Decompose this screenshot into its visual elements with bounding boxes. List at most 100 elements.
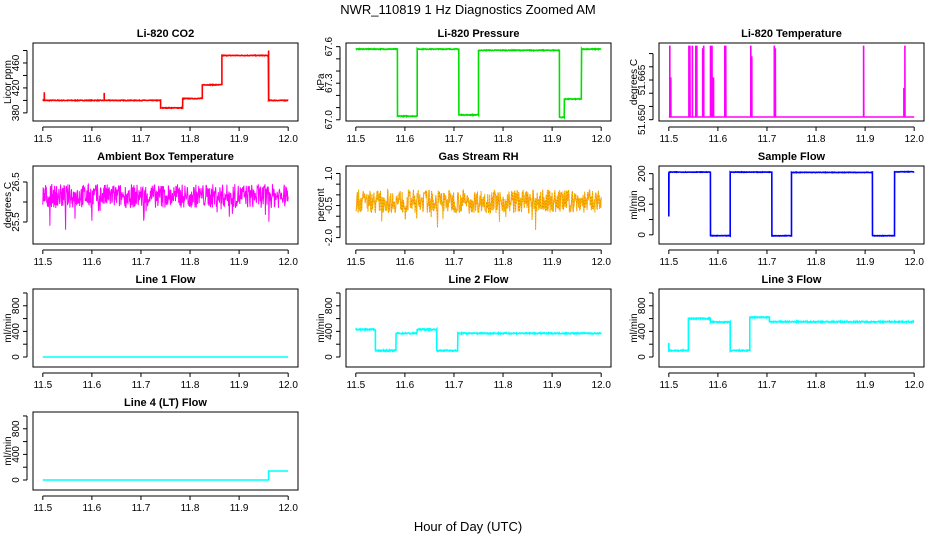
x-tick-label: 12.0 bbox=[591, 257, 611, 268]
x-tick-label: 11.6 bbox=[396, 134, 415, 145]
panel-gas-stream-rh: Gas Stream RH percent 11.5 11.6 11.7 11.8 11.9… bbox=[316, 151, 612, 268]
y-tick-label: 800 bbox=[324, 297, 335, 314]
panel-title: Line 1 Flow bbox=[136, 274, 196, 286]
x-tick-label: 11.9 bbox=[543, 380, 562, 391]
plot-frame bbox=[658, 165, 925, 245]
plot-frame bbox=[32, 42, 299, 122]
y-tick-label: 1.0 bbox=[324, 166, 335, 180]
x-tick-label: 11.5 bbox=[659, 380, 678, 391]
x-tick-label: 11.9 bbox=[230, 134, 249, 145]
x-tick-label: 11.8 bbox=[494, 380, 513, 391]
y-tick-label: 67.3 bbox=[324, 73, 335, 93]
plot-frame bbox=[32, 411, 299, 491]
x-tick-label: 11.8 bbox=[807, 257, 826, 268]
data-series-line bbox=[355, 45, 602, 120]
x-tick-label: 11.6 bbox=[83, 134, 102, 145]
x-tick-label: 11.7 bbox=[132, 380, 151, 391]
data-series-line bbox=[42, 182, 289, 230]
y-tick-label: 0 bbox=[637, 232, 648, 238]
panel-line-4-lt-flow: Line 4 (LT) Flow ml/min 11.5 11.6 11.7 11.8 11… bbox=[3, 397, 299, 514]
x-tick-label: 12.0 bbox=[278, 134, 298, 145]
plot-frame bbox=[32, 288, 299, 368]
y-tick-label: 51.650 bbox=[637, 104, 648, 135]
x-tick-label: 12.0 bbox=[278, 503, 298, 514]
y-axis-label: ml/min bbox=[3, 436, 14, 465]
x-tick-label: 11.7 bbox=[132, 257, 151, 268]
plot-frame bbox=[345, 42, 612, 122]
x-tick-label: 11.9 bbox=[543, 257, 562, 268]
y-tick-label: 0 bbox=[11, 477, 22, 483]
y-axis-label: ml/min bbox=[3, 313, 14, 342]
x-tick-label: 11.5 bbox=[33, 380, 52, 391]
y-tick-label: 400 bbox=[324, 323, 335, 340]
x-tick-label: 11.5 bbox=[346, 134, 365, 145]
x-tick-label: 11.8 bbox=[181, 257, 200, 268]
y-tick-label: 400 bbox=[11, 323, 22, 340]
x-tick-label: 11.9 bbox=[230, 380, 249, 391]
y-tick-label: 51.665 bbox=[637, 64, 648, 95]
y-tick-label: 400 bbox=[637, 323, 648, 340]
x-tick-label: 11.5 bbox=[33, 134, 52, 145]
y-axis-label: kPa bbox=[316, 73, 327, 91]
x-tick-label: 11.7 bbox=[758, 257, 777, 268]
x-tick-label: 11.7 bbox=[132, 503, 151, 514]
plot-frame bbox=[345, 288, 612, 368]
panel-line-2-flow: Line 2 Flow ml/min 11.5 11.6 11.7 11.8 11.9 12.… bbox=[316, 274, 612, 391]
y-tick-label: -2.0 bbox=[324, 229, 335, 247]
x-tick-label: 12.0 bbox=[591, 380, 611, 391]
x-tick-label: 11.7 bbox=[445, 380, 464, 391]
x-tick-label: 12.0 bbox=[278, 380, 298, 391]
y-axis-label: ml/min bbox=[629, 313, 640, 342]
y-tick-label: 0 bbox=[637, 354, 648, 360]
x-tick-label: 12.0 bbox=[904, 257, 924, 268]
x-tick-label: 11.8 bbox=[807, 380, 826, 391]
y-axis-label: percent bbox=[316, 188, 327, 222]
x-tick-label: 11.6 bbox=[396, 257, 415, 268]
x-tick-label: 11.8 bbox=[181, 503, 200, 514]
y-axis-label: degrees C bbox=[3, 182, 14, 228]
x-tick-label: 11.5 bbox=[659, 134, 678, 145]
x-tick-label: 11.9 bbox=[856, 257, 875, 268]
y-tick-label: -0.5 bbox=[324, 196, 335, 214]
x-tick-label: 11.6 bbox=[709, 380, 728, 391]
y-tick-label: 400 bbox=[11, 446, 22, 463]
x-tick-label: 11.6 bbox=[83, 503, 102, 514]
x-tick-label: 11.7 bbox=[445, 257, 464, 268]
data-series-line-secondary bbox=[355, 188, 602, 230]
panel-ambient-box-temperature: Ambient Box Temperature degrees C 11.5 11.6… bbox=[3, 151, 299, 268]
panel-li-820-co2: Li-820 CO2 Licor ppm 11.5 11.6 11.7 11.8 11.9 1… bbox=[3, 28, 299, 145]
y-axis-label: degrees C bbox=[629, 59, 640, 105]
x-tick-label: 11.7 bbox=[132, 134, 151, 145]
panel-title: Gas Stream RH bbox=[438, 151, 518, 163]
x-tick-label: 11.6 bbox=[83, 257, 102, 268]
plot-frame bbox=[658, 288, 925, 368]
plot-frame bbox=[32, 165, 299, 245]
y-tick-label: 460 bbox=[11, 54, 22, 71]
x-tick-label: 12.0 bbox=[591, 134, 611, 145]
panel-line-1-flow: Line 1 Flow ml/min 11.5 11.6 11.7 11.8 11.9 12.… bbox=[3, 274, 299, 391]
x-tick-label: 12.0 bbox=[904, 380, 924, 391]
panel-title: Line 2 Flow bbox=[449, 274, 509, 286]
panel-line-3-flow: Line 3 Flow ml/min 11.5 11.6 11.7 11.8 11.9 12.… bbox=[629, 274, 925, 391]
x-tick-label: 11.5 bbox=[346, 380, 365, 391]
x-tick-label: 12.0 bbox=[904, 134, 924, 145]
y-tick-label: 800 bbox=[11, 420, 22, 437]
y-tick-label: 100 bbox=[637, 195, 648, 212]
y-tick-label: 800 bbox=[637, 297, 648, 314]
x-tick-label: 11.6 bbox=[709, 257, 728, 268]
panel-li-820-temperature: Li-820 Temperature degrees C 11.5 11.6 11.7 1… bbox=[629, 28, 925, 145]
y-tick-label: 67.6 bbox=[324, 36, 335, 56]
x-tick-label: 11.9 bbox=[230, 503, 249, 514]
x-axis-label: Hour of Day (UTC) bbox=[414, 519, 522, 534]
x-tick-label: 11.7 bbox=[758, 134, 777, 145]
x-tick-label: 11.8 bbox=[181, 380, 200, 391]
x-tick-label: 11.8 bbox=[807, 134, 826, 145]
x-tick-label: 11.7 bbox=[758, 380, 777, 391]
x-tick-label: 11.6 bbox=[83, 380, 102, 391]
plot-frame bbox=[345, 165, 612, 245]
plot-frame bbox=[658, 42, 925, 122]
panel-title: Line 3 Flow bbox=[762, 274, 822, 286]
y-tick-label: 25.5 bbox=[11, 212, 22, 232]
